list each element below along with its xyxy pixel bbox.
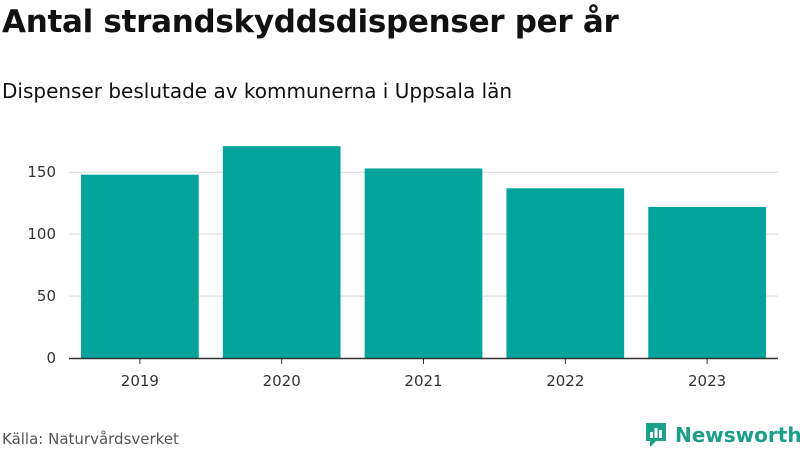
x-tick-label: 2023 [688,372,726,390]
x-tick-label: 2022 [546,372,584,390]
x-tick-label: 2020 [263,372,301,390]
brand-name: Newsworthy [675,423,800,447]
chart-title: Antal strandskyddsdispenser per år [2,4,619,40]
source-note: Källa: Naturvårdsverket [2,430,179,448]
bar [506,188,625,358]
bar-chart-speech-icon [646,423,666,447]
y-tick-label: 100 [27,225,56,243]
y-tick-label: 50 [37,287,56,305]
chart-subtitle: Dispenser beslutade av kommunerna i Upps… [2,79,513,103]
bar [81,174,199,358]
y-tick-label: 0 [46,349,56,367]
bar [364,168,483,358]
x-tick-label: 2019 [121,372,159,390]
x-tick-label: 2021 [404,372,442,390]
bar [648,206,766,358]
brand-logo: Newsworthy [644,421,800,449]
bar [222,146,341,358]
y-tick-label: 150 [27,163,56,181]
